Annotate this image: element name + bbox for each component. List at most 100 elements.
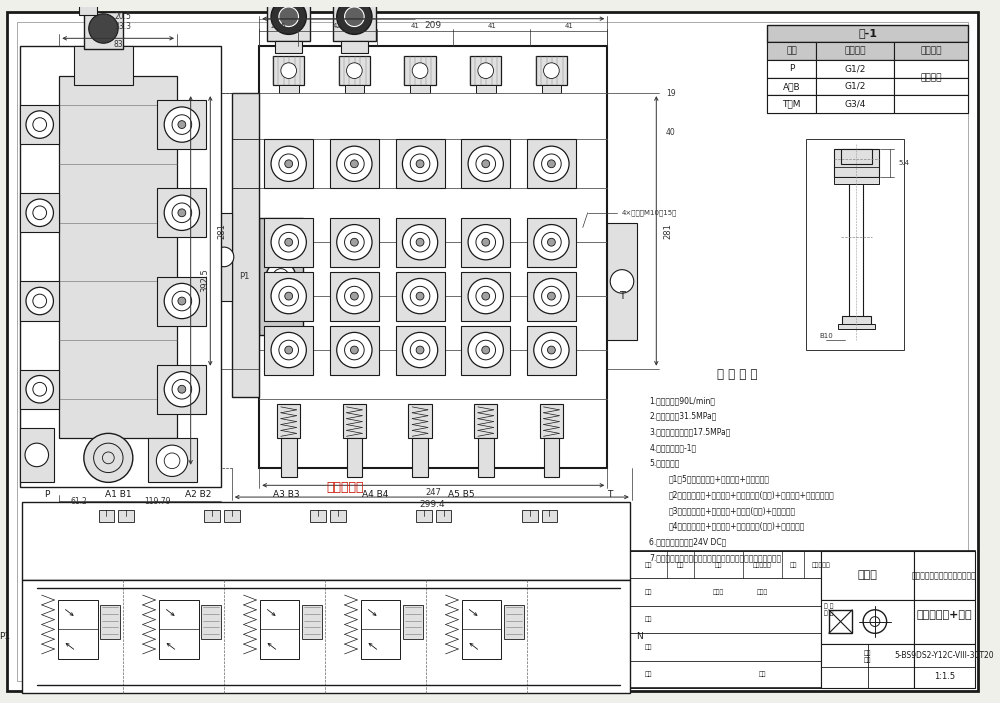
Text: 标准化: 标准化 [757,589,768,595]
Polygon shape [412,477,428,504]
Circle shape [285,292,293,300]
Circle shape [89,14,118,43]
Circle shape [416,238,424,246]
Bar [20,193,59,233]
Circle shape [271,278,306,314]
Circle shape [178,209,186,217]
Bar [396,139,445,188]
Bar [333,0,376,41]
Bar [281,438,297,477]
Circle shape [482,238,490,246]
Text: 281: 281 [218,223,227,239]
Bar [20,105,59,144]
Text: T: T [619,291,625,301]
Bar [806,139,904,350]
Text: 平面密封: 平面密封 [921,73,942,82]
Text: 贵州博信多路液压系统有限公司: 贵州博信多路液压系统有限公司 [912,571,977,580]
Bar [821,644,914,688]
Bar [215,213,232,301]
Circle shape [178,297,186,305]
Text: G1/2: G1/2 [845,64,866,73]
Text: 41: 41 [487,22,496,29]
Bar [396,271,445,321]
Text: N: N [636,632,643,641]
Bar [767,95,968,112]
Text: 1:1.5: 1:1.5 [934,672,955,681]
Circle shape [285,160,293,168]
Bar [361,600,400,659]
Bar [339,56,370,85]
Bar [767,77,968,95]
Text: 20.5: 20.5 [115,12,131,21]
Text: T: T [608,489,613,498]
Circle shape [350,292,358,300]
Bar [894,60,968,77]
Bar [330,271,379,321]
Circle shape [478,63,494,79]
Text: 液压原理图: 液压原理图 [327,481,364,494]
Bar [522,510,538,522]
Bar [476,85,496,93]
Text: 批准: 批准 [758,671,766,677]
Circle shape [350,238,358,246]
Bar [310,510,326,522]
Text: P1: P1 [0,632,10,641]
Bar [345,85,364,93]
Text: 第2路：手动控制+弹簧复位+超速单触点(常开)+电控阀杆+过载补油阀；: 第2路：手动控制+弹簧复位+超速单触点(常开)+电控阀杆+过载补油阀； [669,490,835,499]
Bar [20,281,59,321]
Text: A2 B2: A2 B2 [185,489,212,498]
Circle shape [285,346,293,354]
Bar [264,271,313,321]
Polygon shape [544,477,559,504]
Bar [204,510,220,522]
Text: 19: 19 [666,89,676,98]
Circle shape [350,160,358,168]
Circle shape [402,333,438,368]
Circle shape [164,107,199,142]
Text: P: P [44,489,49,498]
Bar [59,75,177,438]
Bar [100,605,120,639]
Bar [157,276,206,325]
Text: 签名: 签名 [789,562,797,567]
Circle shape [482,346,490,354]
Circle shape [468,146,503,181]
Bar [74,46,133,85]
Circle shape [534,333,569,368]
Circle shape [347,63,362,79]
Circle shape [416,346,424,354]
Circle shape [26,288,53,315]
Text: G3/4: G3/4 [845,100,866,108]
Text: 校对: 校对 [645,617,652,622]
Bar [99,510,114,522]
Polygon shape [281,477,297,504]
Bar [159,600,199,659]
Text: 第3路：手动控制+弹簧复位+双触点(常开)+电控阀杆；: 第3路：手动控制+弹簧复位+双触点(常开)+电控阀杆； [669,506,796,515]
Text: 设计: 设计 [645,589,652,595]
Circle shape [84,433,133,482]
Bar [504,605,524,639]
Bar [157,100,206,149]
Bar [157,365,206,414]
Circle shape [164,283,199,318]
Text: P: P [789,64,794,73]
Bar [914,551,975,600]
Bar [527,325,576,375]
Circle shape [402,146,438,181]
Text: 外形图: 外形图 [858,571,877,581]
Text: T、M: T、M [782,100,801,108]
Bar [767,25,968,42]
Bar [260,600,299,659]
Text: 40: 40 [666,128,676,137]
Circle shape [164,195,199,231]
Bar [330,218,379,266]
Text: 41: 41 [564,22,573,29]
Text: 83: 83 [113,39,123,49]
Text: 第4路：手动控制+弹簧复位+超速单触点(常开)+电控阀杆；: 第4路：手动控制+弹簧复位+超速单触点(常开)+电控阀杆； [669,522,805,531]
Text: 标记: 标记 [645,562,652,567]
Bar [410,85,430,93]
Circle shape [178,385,186,393]
Bar [20,428,54,482]
Bar [834,176,879,184]
Text: 更改文件号: 更改文件号 [753,562,772,567]
